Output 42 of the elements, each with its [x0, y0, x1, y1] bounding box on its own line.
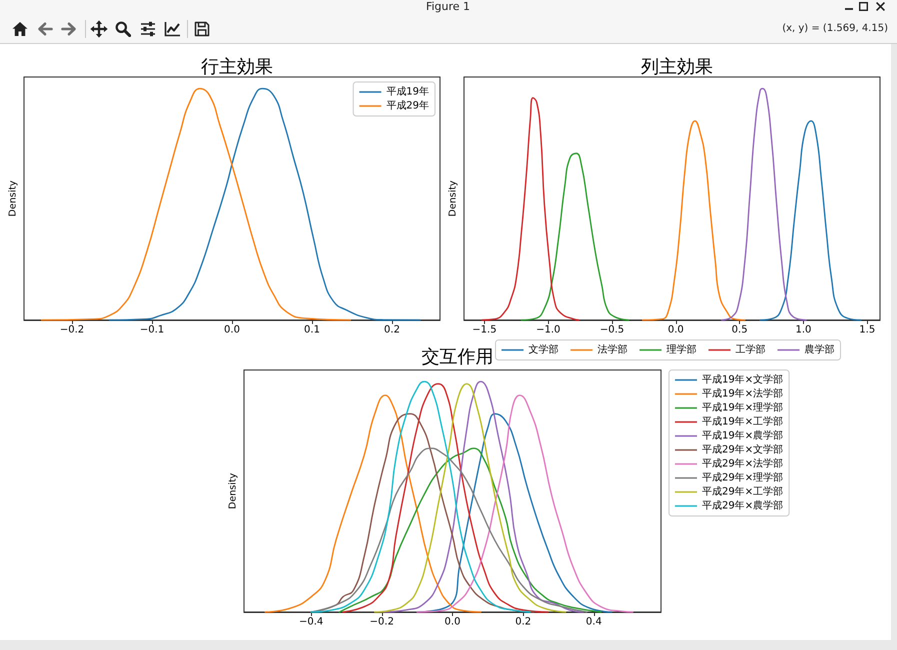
- x-tick-label: −0.1: [140, 324, 164, 336]
- x-tick-label: 0.0: [668, 324, 684, 336]
- chart-title: 列主効果: [641, 56, 713, 78]
- x-tick-label: 0.0: [224, 324, 240, 336]
- legend-label: 平成29年×法学部: [702, 458, 784, 470]
- x-tick-label: −0.4: [298, 616, 324, 628]
- x-tick-label: 0.4: [586, 616, 602, 628]
- x-tick-label: 0.1: [304, 324, 320, 336]
- legend-label: 平成29年×工学部: [702, 486, 784, 498]
- legend-label: 平成19年×文学部: [702, 374, 784, 386]
- legend-label: 平成19年×工学部: [702, 416, 784, 428]
- x-tick-label: −1.0: [536, 324, 560, 336]
- chart-title: 行主効果: [201, 56, 273, 78]
- x-tick-label: −0.2: [370, 616, 394, 628]
- x-tick-label: −0.2: [60, 324, 84, 336]
- legend-label: 平成19年×理学部: [702, 402, 784, 414]
- y-axis-title: Density: [228, 472, 238, 510]
- x-tick-label: 1.5: [859, 324, 876, 336]
- x-tick-label: −0.5: [600, 324, 624, 336]
- x-tick-label: 0.2: [515, 616, 532, 628]
- legend-label: 工学部: [736, 344, 766, 356]
- legend-label: 平成29年×理学部: [702, 472, 784, 484]
- x-tick-label: 0.0: [444, 616, 460, 628]
- y-axis-title: Density: [448, 180, 458, 217]
- chart-title: 交互作用: [422, 346, 494, 368]
- x-tick-label: 1.0: [795, 324, 812, 336]
- legend-label: 平成29年×文学部: [702, 444, 784, 456]
- legend-label: 平成19年: [386, 86, 430, 98]
- legend-label: 平成29年×農学部: [702, 500, 784, 512]
- x-tick-label: 0.5: [732, 324, 748, 336]
- x-tick-label: 0.2: [384, 324, 400, 336]
- y-axis-title: Density: [8, 180, 18, 217]
- caption: Figure 1: [426, 0, 470, 13]
- legend-label: 農学部: [804, 344, 834, 356]
- legend-label: 平成19年×法学部: [702, 388, 784, 400]
- legend-label: 文学部: [528, 344, 558, 356]
- legend-label: 平成19年×農学部: [702, 430, 784, 442]
- legend-label: 平成29年: [386, 100, 430, 112]
- x-tick-label: −1.5: [472, 324, 497, 336]
- legend-label: 理学部: [666, 344, 696, 356]
- legend-label: 法学部: [598, 344, 628, 356]
- text: (x, y) = (1.569, 4.15): [782, 23, 888, 35]
